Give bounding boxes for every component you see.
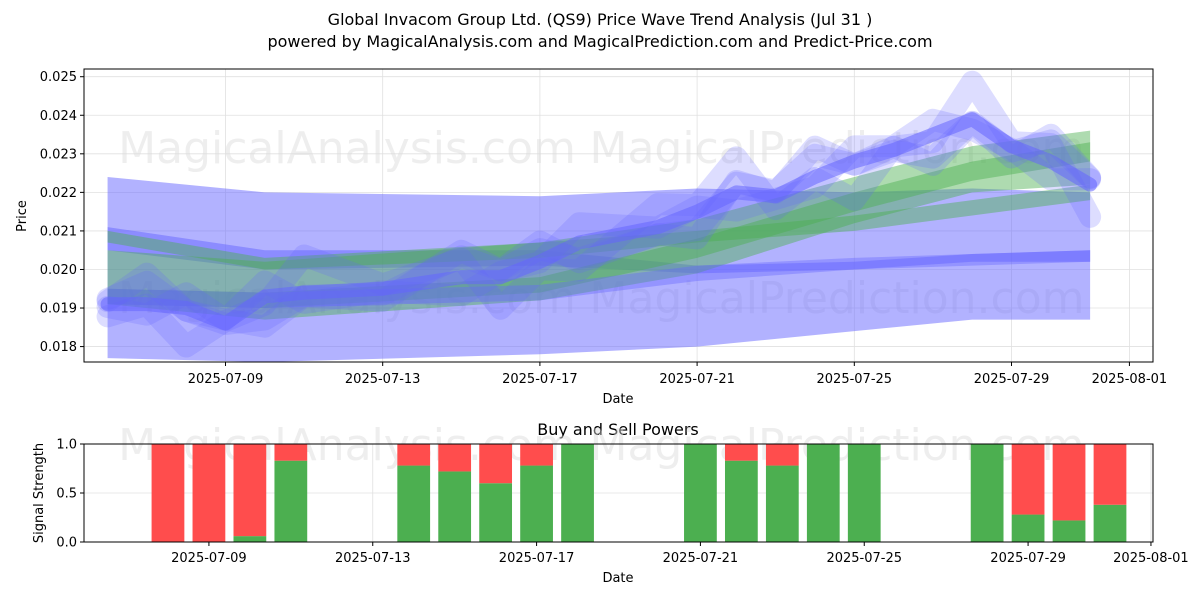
signal-bar-buy [1093, 504, 1127, 542]
price-y-tick-label: 0.024 [40, 109, 77, 124]
signal-bar-buy [233, 536, 267, 542]
price-band-blue [107, 176, 1091, 362]
price-y-tick-label: 0.022 [40, 186, 77, 201]
signal-bar-sell [520, 444, 553, 466]
price-x-tick-label: 2025-07-13 [345, 372, 421, 387]
price-y-tick-label: 0.025 [40, 70, 77, 85]
signal-bar-buy [520, 465, 553, 542]
signal-x-tick-label: 2025-07-17 [499, 551, 575, 566]
price-band-green [107, 142, 1091, 309]
price-x-tick-label: 2025-07-09 [188, 372, 264, 387]
signal-title: Buy and Sell Powers [537, 420, 699, 439]
price-wave-line [100, 112, 1098, 331]
chart-title-line2: powered by MagicalAnalysis.com and Magic… [267, 32, 932, 51]
signal-bar-buy [561, 444, 594, 542]
price-y-tick-label: 0.021 [40, 224, 77, 239]
signal-bars [151, 444, 1127, 542]
price-wave-line [96, 110, 1102, 335]
price-y-axis-label: Price [15, 200, 30, 232]
price-wave-line [96, 111, 1102, 338]
price-plot-frame [83, 68, 1154, 363]
watermark-analysis-upper: MagicalAnalysis.com [118, 123, 576, 174]
signal-bar-sell [724, 444, 758, 461]
signal-bar-buy [1011, 514, 1045, 542]
price-wave-line [96, 70, 1102, 358]
signal-x-ticks: 2025-07-09 2025-07-13 2025-07-17 2025-07-21… [171, 542, 1189, 566]
signal-bar-buy [806, 444, 840, 542]
signal-bar-sell [397, 444, 431, 466]
signal-bar-sell [151, 444, 185, 542]
price-wave-line [96, 108, 1102, 331]
signal-bar-buy [847, 444, 881, 542]
signal-bar-buy [970, 444, 1004, 542]
signal-bar-sell [1093, 444, 1127, 505]
chart-title-line1: Global Invacom Group Ltd. (QS9) Price Wa… [328, 10, 873, 29]
price-x-ticks: 2025-07-09 2025-07-13 2025-07-17 2025-07-21… [188, 362, 1167, 387]
price-y-ticks: 0.018 0.019 0.020 0.021 0.022 0.023 0.024 0.025 [40, 70, 84, 355]
price-bands [107, 130, 1091, 362]
signal-bar-sell [192, 444, 226, 542]
price-x-axis-label: Date [602, 392, 633, 407]
signal-x-tick-label: 2025-07-21 [663, 551, 739, 566]
signal-bar-sell [233, 444, 267, 537]
signal-y-tick-label: 0.5 [56, 487, 77, 502]
signal-bar-buy [1052, 520, 1086, 542]
price-x-tick-label: 2025-08-01 [1092, 372, 1168, 387]
signal-bar-buy [274, 460, 308, 542]
signal-bar-buy [765, 465, 799, 542]
signal-y-tick-label: 1.0 [56, 438, 77, 453]
signal-y-ticks: 0.0 0.5 1.0 [56, 438, 84, 551]
signal-bar-sell [479, 444, 513, 484]
price-x-tick-label: 2025-07-29 [974, 372, 1050, 387]
signal-bar-sell [438, 444, 472, 472]
price-y-tick-label: 0.020 [40, 263, 77, 278]
signal-x-tick-label: 2025-07-29 [990, 551, 1066, 566]
price-x-tick-label: 2025-07-21 [659, 372, 735, 387]
price-band-blue [107, 227, 1091, 274]
price-x-tick-label: 2025-07-17 [502, 372, 578, 387]
signal-bar-buy [438, 471, 472, 542]
signal-bar-sell [1011, 444, 1045, 515]
signal-panel: Buy and Sell Powers MagicalAnalysis.com … [32, 420, 1189, 586]
signal-bar-buy [397, 465, 431, 542]
signal-bar-buy [479, 483, 513, 542]
price-y-tick-label: 0.019 [40, 302, 77, 317]
price-y-tick-label: 0.023 [40, 147, 77, 162]
price-waves [96, 70, 1102, 358]
signal-bar-sell [1052, 444, 1086, 521]
signal-x-tick-label: 2025-08-01 [1113, 551, 1189, 566]
signal-bar-buy [684, 444, 717, 542]
signal-y-tick-label: 0.0 [56, 536, 77, 551]
signal-x-tick-label: 2025-07-09 [171, 551, 247, 566]
signal-bar-buy [724, 460, 758, 542]
signal-x-axis-label: Date [602, 571, 633, 586]
signal-bar-sell [765, 444, 799, 466]
price-y-tick-label: 0.018 [40, 340, 77, 355]
signal-x-tick-label: 2025-07-13 [335, 551, 411, 566]
price-x-tick-label: 2025-07-25 [817, 372, 893, 387]
price-panel: MagicalAnalysis.com MagicalPrediction.co… [15, 68, 1167, 407]
signal-x-tick-label: 2025-07-25 [826, 551, 902, 566]
signal-bar-sell [274, 444, 308, 461]
signal-y-axis-label: Signal Strength [32, 443, 47, 543]
price-band-green [107, 130, 1091, 320]
